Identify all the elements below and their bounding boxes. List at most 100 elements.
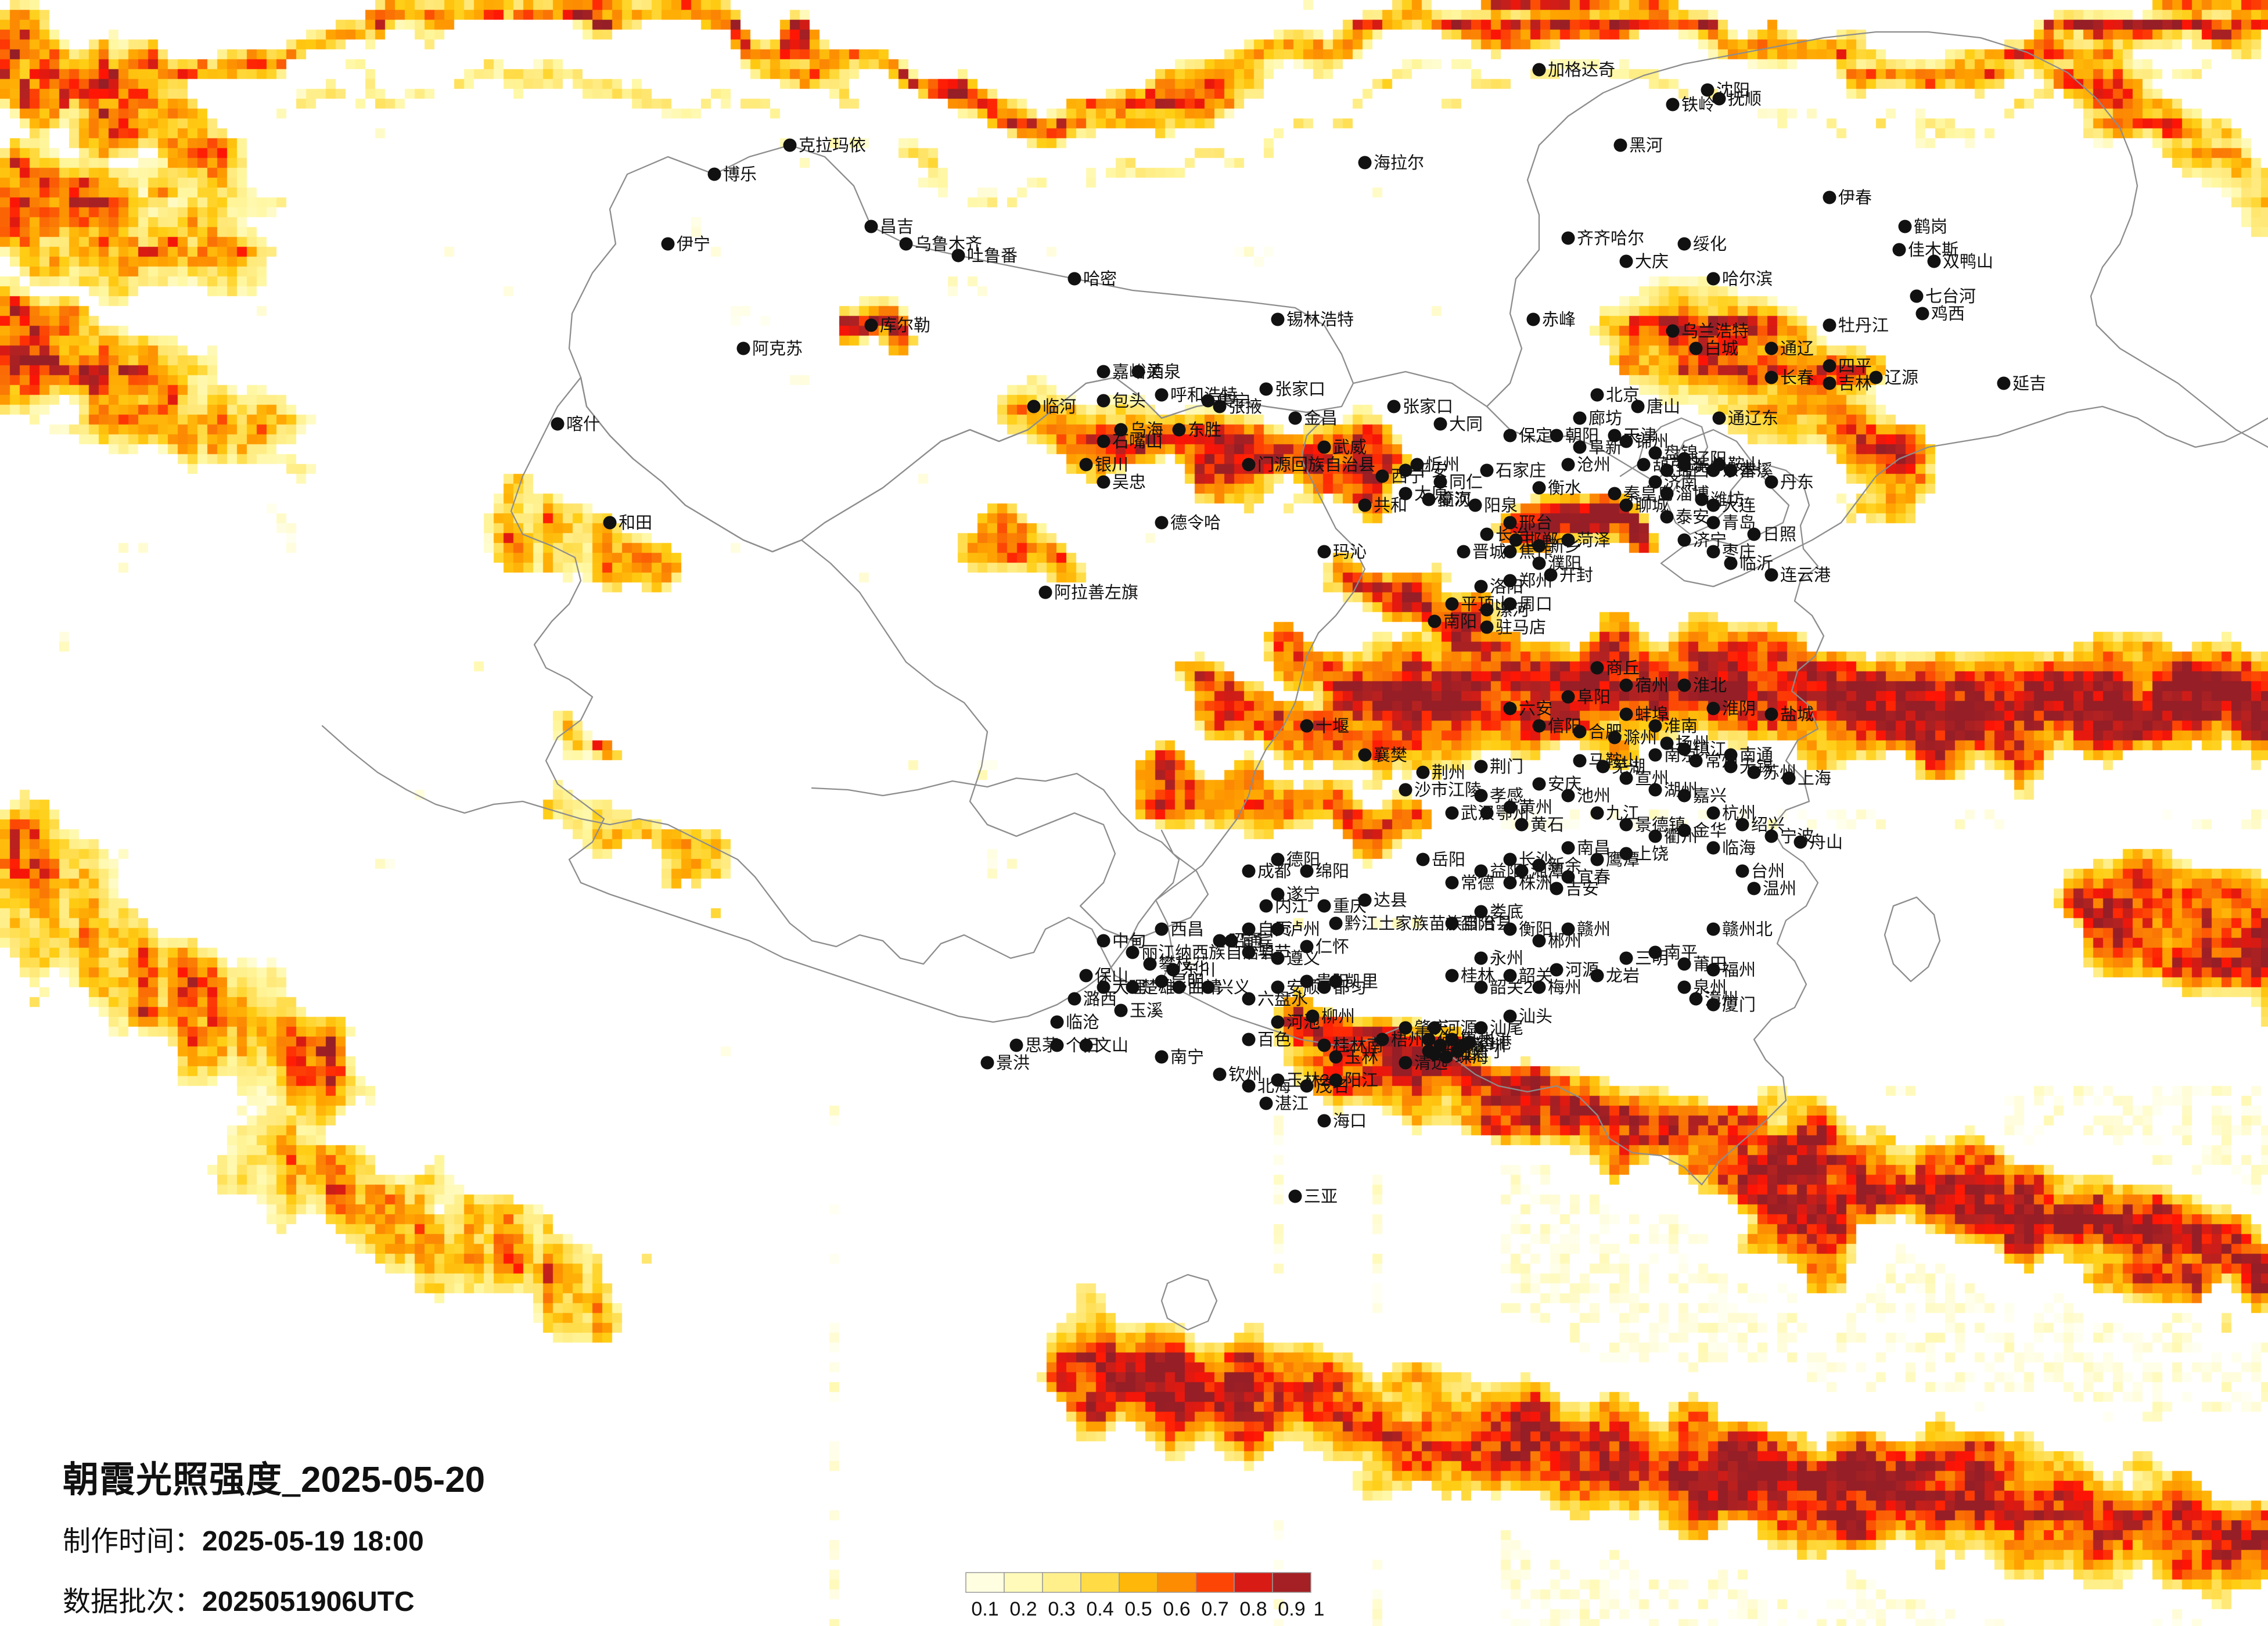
svg-text:哈密: 哈密: [1083, 269, 1117, 289]
svg-text:哈尔滨: 哈尔滨: [1722, 269, 1773, 289]
svg-text:保定: 保定: [1519, 426, 1552, 445]
svg-text:1: 1: [1314, 1598, 1325, 1620]
svg-text:齐齐哈尔: 齐齐哈尔: [1577, 229, 1644, 248]
svg-text:东营: 东营: [1722, 461, 1756, 480]
svg-text:台州: 台州: [1751, 862, 1785, 881]
svg-text:沙市江陵: 沙市江陵: [1414, 780, 1482, 800]
svg-text:荆州: 荆州: [1432, 763, 1465, 782]
svg-text:金华: 金华: [1693, 821, 1727, 840]
svg-text:0.3: 0.3: [1048, 1598, 1075, 1620]
svg-text:阳泉: 阳泉: [1484, 496, 1518, 515]
svg-text:张家口: 张家口: [1275, 380, 1325, 399]
svg-text:德令哈: 德令哈: [1170, 513, 1221, 533]
svg-text:0.5: 0.5: [1124, 1598, 1152, 1620]
svg-text:包头: 包头: [1112, 391, 1146, 411]
svg-text:酒泉: 酒泉: [1147, 362, 1181, 382]
svg-text:河源2: 河源2: [1443, 1019, 1486, 1038]
svg-text:常德: 常德: [1461, 873, 1494, 893]
svg-text:阿克苏: 阿克苏: [752, 339, 803, 358]
svg-text:乌兰浩特: 乌兰浩特: [1681, 322, 1749, 341]
svg-text:0.1: 0.1: [971, 1598, 998, 1620]
svg-text:七台河: 七台河: [1925, 287, 1976, 306]
svg-text:玉林: 玉林: [1345, 1048, 1378, 1067]
svg-text:石家庄: 石家庄: [1496, 461, 1546, 480]
svg-text:益阳: 益阳: [1490, 862, 1523, 881]
svg-text:龙岩: 龙岩: [1606, 966, 1640, 985]
svg-text:抚顺: 抚顺: [1728, 89, 1762, 109]
svg-text:厦门: 厦门: [1722, 995, 1756, 1015]
svg-text:昌吉: 昌吉: [880, 217, 914, 236]
svg-text:铁岭: 铁岭: [1681, 95, 1715, 114]
svg-text:开封: 开封: [1559, 566, 1593, 585]
svg-text:赤峰: 赤峰: [1542, 310, 1576, 329]
svg-text:盐城: 盐城: [1780, 705, 1814, 724]
svg-text:双鸭山: 双鸭山: [1943, 252, 1993, 271]
svg-text:武威: 武威: [1333, 438, 1367, 457]
svg-text:荆门: 荆门: [1490, 757, 1523, 776]
svg-text:0.4: 0.4: [1086, 1598, 1113, 1620]
svg-text:潞西: 潞西: [1083, 990, 1117, 1009]
svg-text:吉安: 吉安: [1565, 879, 1599, 898]
svg-text:唐山: 唐山: [1647, 397, 1680, 416]
svg-text:长治: 长治: [1496, 525, 1529, 544]
svg-text:晋城: 晋城: [1472, 542, 1506, 562]
svg-text:南昌: 南昌: [1577, 839, 1611, 858]
svg-text:榆次: 榆次: [1437, 490, 1471, 509]
svg-text:韶关2: 韶关2: [1490, 978, 1533, 997]
svg-text:集宁: 集宁: [1217, 391, 1250, 411]
svg-text:锡林浩特: 锡林浩特: [1286, 310, 1354, 329]
svg-text:鸡西: 鸡西: [1931, 304, 1965, 323]
svg-text:东胜: 东胜: [1188, 420, 1221, 440]
svg-text:四平: 四平: [1838, 357, 1872, 376]
svg-text:门源回族自治县: 门源回族自治县: [1257, 455, 1375, 474]
svg-text:三亚: 三亚: [1304, 1188, 1338, 1206]
svg-text:张家口: 张家口: [1403, 397, 1453, 416]
svg-text:保山: 保山: [1095, 966, 1128, 985]
svg-text:石嘴山: 石嘴山: [1112, 433, 1163, 451]
svg-text:重庆: 重庆: [1333, 897, 1367, 916]
svg-text:通辽东: 通辽东: [1728, 409, 1778, 428]
svg-text:金昌: 金昌: [1304, 409, 1338, 428]
svg-text:成都: 成都: [1257, 862, 1291, 881]
svg-text:临沧: 临沧: [1066, 1013, 1099, 1032]
svg-text:淮北: 淮北: [1693, 676, 1727, 695]
svg-text:上海: 上海: [1798, 769, 1831, 788]
svg-text:鹤岗: 鹤岗: [1914, 217, 1947, 236]
svg-text:绥化: 绥化: [1693, 235, 1727, 254]
svg-text:沧州: 沧州: [1577, 455, 1611, 474]
svg-text:池州: 池州: [1577, 786, 1611, 805]
svg-text:玛沁: 玛沁: [1333, 543, 1367, 562]
svg-text:阳江: 阳江: [1345, 1071, 1378, 1090]
svg-text:赣州北: 赣州北: [1722, 920, 1773, 939]
svg-text:景洪: 景洪: [996, 1053, 1030, 1073]
svg-text:连云港: 连云港: [1780, 566, 1831, 585]
svg-text:嘉兴: 嘉兴: [1693, 786, 1727, 805]
svg-text:黑河: 黑河: [1629, 136, 1663, 155]
svg-text:库尔勒: 库尔勒: [880, 316, 930, 335]
svg-text:襄樊: 襄樊: [1374, 746, 1407, 765]
svg-text:黄石: 黄石: [1530, 815, 1564, 834]
svg-text:达县: 达县: [1374, 891, 1407, 910]
svg-text:大同: 大同: [1449, 415, 1483, 434]
svg-text:菏泽: 菏泽: [1577, 531, 1611, 550]
svg-text:德阳: 德阳: [1286, 850, 1320, 869]
svg-text:银川: 银川: [1095, 455, 1128, 474]
svg-text:伊春: 伊春: [1838, 188, 1872, 207]
svg-text:福州: 福州: [1722, 961, 1756, 980]
svg-text:黔江土家族苗族自治县: 黔江土家族苗族自治县: [1345, 914, 1513, 933]
svg-text:和田: 和田: [619, 514, 652, 533]
svg-text:淮南: 淮南: [1664, 717, 1698, 736]
svg-text:临海: 临海: [1722, 839, 1756, 858]
svg-text:衡水: 衡水: [1548, 479, 1582, 498]
svg-text:洛阳: 洛阳: [1490, 577, 1523, 596]
svg-text:株洲: 株洲: [1519, 873, 1552, 893]
svg-text:0.6: 0.6: [1163, 1598, 1190, 1620]
svg-text:滁州: 滁州: [1623, 728, 1657, 747]
svg-text:泸州: 泸州: [1286, 920, 1320, 939]
svg-text:清远: 清远: [1414, 1053, 1448, 1073]
svg-text:宿州: 宿州: [1635, 676, 1669, 695]
svg-text:凯里: 凯里: [1345, 972, 1378, 991]
svg-text:潍坊: 潍坊: [1710, 490, 1744, 509]
svg-text:白城: 白城: [1705, 339, 1738, 358]
svg-text:通辽: 通辽: [1780, 340, 1814, 358]
